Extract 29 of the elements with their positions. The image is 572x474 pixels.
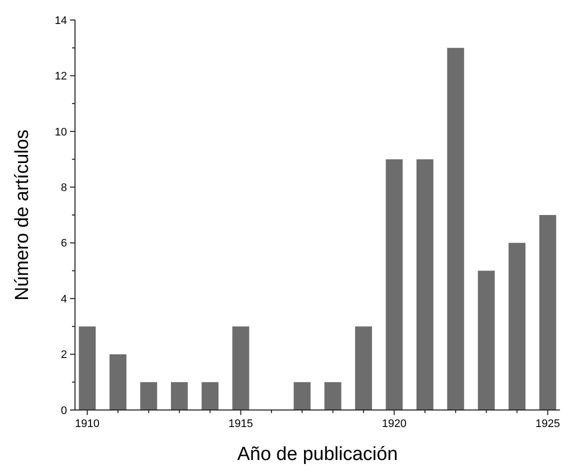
y-tick-label: 14 [54,14,67,27]
bar [202,382,219,410]
y-tick-label: 12 [54,70,67,83]
y-axis-title: Número de artículos [12,129,33,301]
bar [170,382,188,410]
bar [355,326,372,410]
bar [324,382,342,410]
bar [508,242,526,410]
bar [140,382,158,410]
bar [416,159,434,410]
x-tick-label: 1920 [382,418,406,430]
y-tick-label: 0 [60,404,67,417]
y-tick-label: 8 [60,182,67,194]
x-axis-title: Año de publicación [237,444,398,465]
bar [447,48,464,410]
x-tick-label: 1925 [535,418,560,430]
x-tick-label: 1915 [228,418,253,430]
y-tick-label: 6 [60,238,67,250]
x-tick-label: 1910 [75,418,100,430]
y-tick-label: 2 [60,349,67,362]
y-tick-label: 10 [54,126,67,138]
bar [78,326,96,410]
bar [294,382,311,410]
bar [110,354,126,410]
y-tick-label: 4 [60,293,67,306]
bar [386,159,403,410]
bar [232,326,250,410]
bar [539,215,556,410]
bar [478,270,495,410]
